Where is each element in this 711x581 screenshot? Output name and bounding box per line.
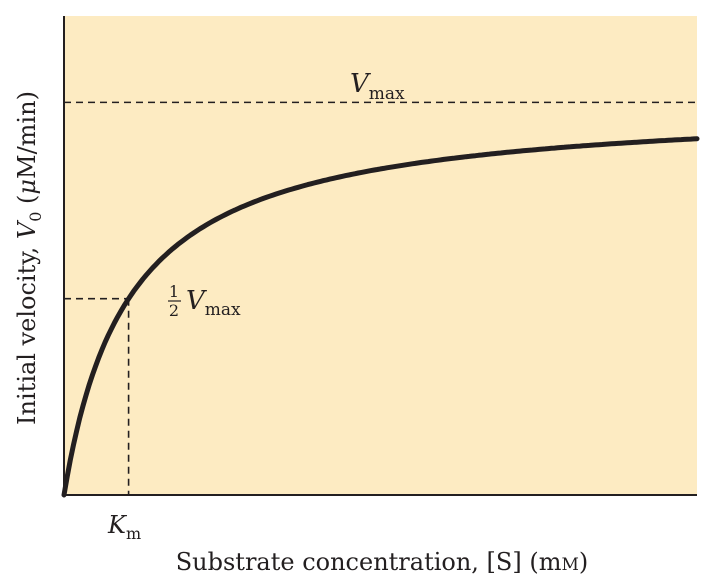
y-axis-unit-open: ( <box>13 195 41 212</box>
km-subscript: m <box>126 524 141 543</box>
velocity-curve <box>61 136 700 498</box>
x-axis-title: Substrate concentration, [S] (mM) <box>176 548 589 576</box>
y-axis-unit-rest: M/min) <box>13 91 41 179</box>
vmax-subscript: max <box>369 84 405 104</box>
vmax-symbol: V <box>350 69 371 99</box>
vmax-label: Vmax <box>350 69 405 104</box>
y-axis-var-sub: 0 <box>26 212 45 222</box>
x-axis-unit-close: ) <box>579 548 588 576</box>
y-axis-title-text: Initial velocity, <box>13 239 41 425</box>
y-axis-var: V <box>13 219 41 239</box>
km-label: Km <box>107 511 141 543</box>
half-vmax-symbol: V <box>186 286 207 316</box>
y-axis-unit-mu: μ <box>13 179 41 195</box>
y-axis-title: Initial velocity, V0 (μM/min) <box>13 91 45 425</box>
x-axis-unit-smallcap: M <box>561 555 578 575</box>
half-num: 1 <box>169 282 179 301</box>
plot-background <box>64 16 697 495</box>
km-symbol: K <box>107 511 128 539</box>
x-axis-title-text: Substrate concentration, [S] (m <box>176 548 562 576</box>
half-vmax-subscript: max <box>205 300 241 320</box>
half-vmax-label: Vmax <box>186 286 241 320</box>
half-den: 2 <box>169 301 179 320</box>
